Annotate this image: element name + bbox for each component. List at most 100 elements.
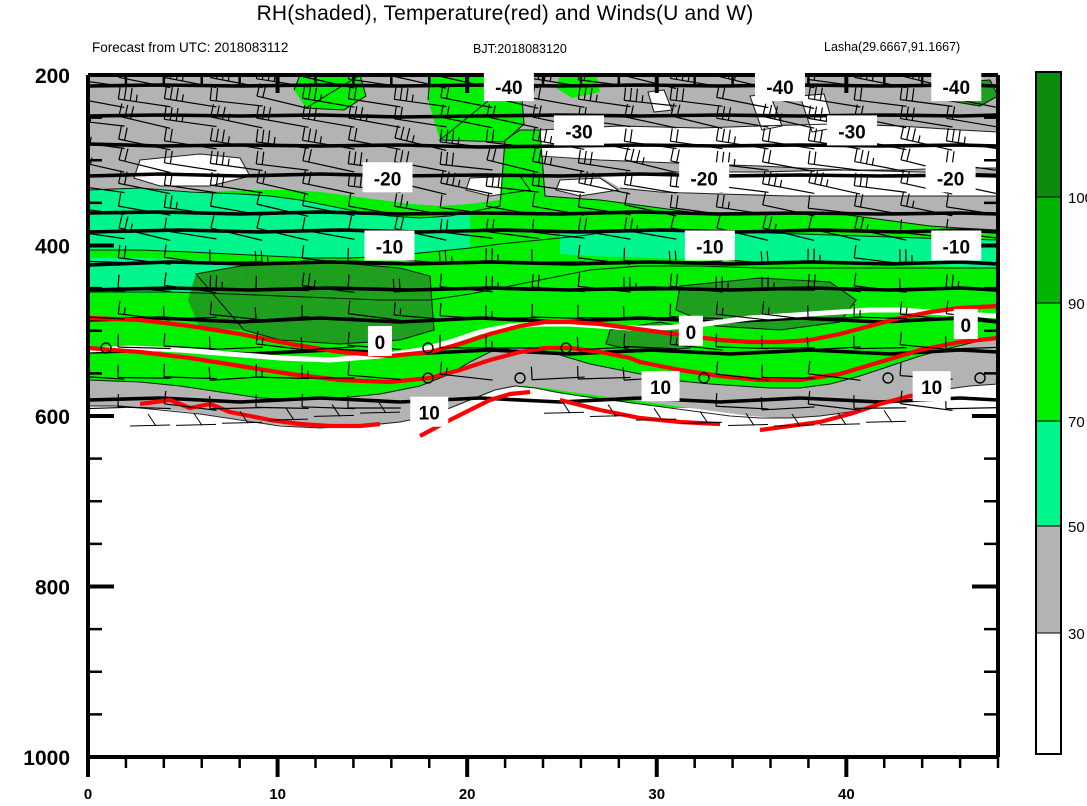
wind-barb: [256, 169, 309, 195]
wind-barb: [347, 85, 401, 108]
wind-barb: [761, 170, 815, 195]
wind-barb: [899, 301, 953, 321]
wind-barb: [209, 275, 263, 292]
wind-barb: [209, 193, 263, 216]
wind-barb: [255, 275, 309, 292]
svg-text:-40: -40: [766, 78, 793, 99]
wind-barb: [623, 333, 677, 350]
colorbar-band: [1036, 72, 1061, 198]
wind-barb: [485, 334, 539, 349]
wind-barb: [439, 302, 493, 320]
wind-barb: [807, 305, 861, 320]
wind-barb: [543, 400, 585, 414]
colorbar-tick-label: 100: [1068, 190, 1087, 207]
wind-barb: [88, 186, 125, 194]
contour-label: -10: [931, 230, 982, 261]
wind-barb: [117, 300, 171, 321]
wind-barb: [854, 215, 907, 241]
wind-barb: [485, 218, 539, 240]
wind-barb: [118, 103, 171, 129]
wind-barb: [624, 147, 677, 174]
wind-barb: [715, 127, 769, 150]
wind-barb: [576, 336, 631, 351]
contour-label: 0: [367, 325, 392, 356]
wind-barb: [853, 304, 907, 320]
wind-barb: [623, 217, 677, 240]
wind-barb: [715, 301, 769, 321]
wind-barb: [347, 248, 401, 264]
svg-text:-40: -40: [943, 78, 970, 99]
wind-barb: [853, 395, 907, 409]
wind-barb: [532, 148, 585, 173]
wind-barb: [439, 273, 493, 293]
wind-barb: [900, 125, 953, 151]
wind-barb: [301, 245, 355, 265]
svg-text:-40: -40: [495, 78, 522, 99]
wind-barb: [88, 316, 125, 320]
wind-barb: [761, 300, 815, 321]
wind-barb: [118, 170, 171, 195]
wind-barb: [393, 193, 447, 216]
wind-barb: [577, 194, 631, 216]
wind-barb: [301, 85, 355, 108]
svg-text:-20: -20: [690, 169, 717, 190]
wind-barb: [209, 249, 263, 264]
wind-barb: [623, 87, 677, 107]
wind-barb: [807, 274, 861, 293]
wind-barb: [531, 219, 585, 239]
wind-barb: [438, 250, 493, 265]
svg-text:0: 0: [960, 316, 971, 337]
wind-barb: [359, 400, 401, 414]
wind-barb: [760, 396, 815, 411]
wind-barb: [761, 127, 815, 150]
wind-barb: [392, 278, 447, 293]
wind-barb: [347, 300, 401, 321]
wind-barb: [163, 217, 217, 240]
wind-barb: [256, 215, 309, 241]
wind-barb: [853, 193, 907, 216]
wind-barb: [255, 394, 309, 409]
wind-barb: [727, 413, 769, 426]
contour-label: -40: [483, 71, 534, 102]
x-axis-tick-label: 20: [459, 786, 476, 803]
contour-label: -20: [925, 162, 976, 193]
wind-barb: [117, 86, 171, 108]
wind-barb: [531, 193, 585, 216]
wind-barb: [221, 411, 263, 424]
wind-barb: [254, 307, 309, 321]
wind-barb: [439, 128, 493, 149]
wind-barb: [163, 390, 217, 411]
wind-barb: [531, 172, 585, 194]
colorbar-band: [1036, 632, 1061, 754]
wind-barb: [117, 244, 171, 265]
wind-barb: [668, 250, 723, 265]
contour-label: -30: [554, 115, 605, 146]
wind-barb: [715, 333, 769, 350]
wind-barb: [944, 336, 998, 350]
subtitle-forecast-time: Forecast from UTC: 2018083112: [92, 40, 289, 55]
wind-barb: [715, 194, 769, 216]
wind-barb: [439, 361, 493, 381]
wind-barb: [485, 305, 539, 320]
wind-barb: [117, 364, 171, 379]
wind-barb: [635, 407, 677, 421]
wind-barb: [163, 127, 217, 150]
y-axis-tick-label: 600: [35, 406, 70, 429]
wind-barb: [899, 105, 953, 128]
wind-barb: [208, 336, 263, 351]
wind-barb: [808, 169, 861, 195]
wind-barb: [531, 249, 585, 263]
colorbar-band: [1036, 525, 1061, 634]
colorbar-band: [1036, 420, 1061, 527]
wind-barb: [577, 75, 631, 87]
contour-label: -40: [931, 71, 982, 102]
wind-barb: [865, 410, 907, 423]
contour-label: -30: [827, 115, 878, 146]
wind-barb: [853, 244, 907, 265]
contour-label: -10: [684, 230, 735, 261]
wind-barb: [623, 128, 677, 150]
colorbar-tick-label: 90: [1068, 296, 1085, 313]
wind-barb: [163, 172, 217, 194]
